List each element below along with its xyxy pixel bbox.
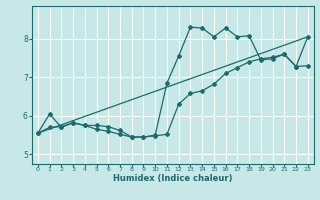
X-axis label: Humidex (Indice chaleur): Humidex (Indice chaleur) [113, 174, 233, 183]
